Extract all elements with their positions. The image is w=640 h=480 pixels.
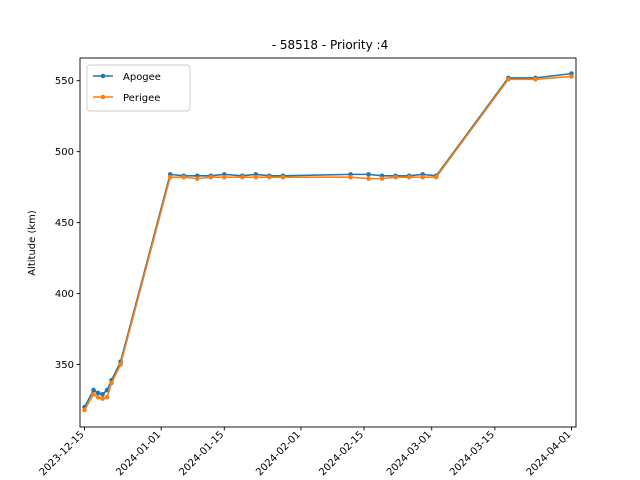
data-point-perigee <box>433 174 439 180</box>
y-tick-label: 400 <box>55 289 74 300</box>
legend-marker-perigee <box>100 94 106 100</box>
data-point-apogee <box>100 392 105 397</box>
data-point-perigee <box>82 407 87 413</box>
data-point-perigee <box>253 174 259 180</box>
data-point-apogee <box>366 172 371 177</box>
data-point-perigee <box>208 174 214 180</box>
data-point-perigee <box>221 174 227 180</box>
data-point-perigee <box>91 392 96 397</box>
data-point-perigee <box>100 396 105 401</box>
data-point-perigee <box>194 176 200 181</box>
y-tick-label: 550 <box>55 76 74 87</box>
data-point-perigee <box>267 174 272 180</box>
data-point-perigee <box>569 74 574 79</box>
data-point-apogee <box>95 390 101 396</box>
data-point-perigee <box>118 362 123 367</box>
data-point-perigee <box>379 176 385 181</box>
y-tick-label: 500 <box>55 147 74 158</box>
legend: Apogee Perigee <box>86 64 191 112</box>
data-point-perigee <box>95 394 101 400</box>
data-point-perigee <box>280 174 286 180</box>
data-point-perigee <box>109 380 114 386</box>
data-point-perigee <box>240 174 245 180</box>
data-point-perigee <box>366 176 371 181</box>
plot-frame <box>79 57 577 428</box>
data-point-perigee <box>104 394 110 400</box>
data-point-perigee <box>167 174 173 180</box>
data-point-apogee <box>91 387 96 393</box>
data-point-perigee <box>420 174 425 180</box>
legend-label-apogee: Apogee <box>123 72 161 83</box>
y-tick-label: 350 <box>55 360 74 371</box>
legend-label-perigee: Perigee <box>123 93 160 104</box>
legend-marker-apogee <box>100 73 106 79</box>
plot-area <box>82 71 574 413</box>
data-point-perigee <box>348 174 353 180</box>
y-tick-label: 450 <box>55 218 74 229</box>
data-point-perigee <box>506 76 511 82</box>
data-point-perigee <box>533 76 538 82</box>
data-point-perigee <box>406 174 412 180</box>
chart-title: - 58518 - Priority :4 <box>272 38 388 52</box>
data-point-perigee <box>393 174 398 180</box>
y-axis-label: Altitude (km) <box>27 210 38 276</box>
data-point-perigee <box>181 174 187 180</box>
